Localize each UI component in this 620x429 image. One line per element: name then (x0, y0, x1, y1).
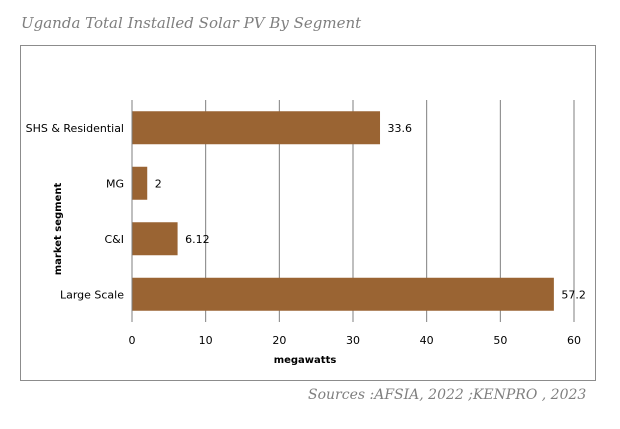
category-label: MG (106, 177, 124, 190)
x-tick-label: 60 (567, 334, 581, 347)
data-label: 2 (155, 177, 162, 190)
chart-title: Uganda Total Installed Solar PV By Segme… (21, 14, 362, 32)
category-label: C&I (104, 233, 124, 246)
source-note: Sources :AFSIA, 2022 ;KENPRO , 2023 (308, 387, 587, 403)
category-label: SHS & Residential (26, 122, 124, 135)
category-label: Large Scale (60, 288, 124, 301)
x-tick-labels: 0 10 20 30 40 50 60 (129, 334, 582, 347)
x-tick-label: 30 (346, 334, 360, 347)
y-axis-label: market segment (53, 183, 64, 276)
x-tick-label: 50 (493, 334, 507, 347)
bar (132, 111, 381, 145)
bars (132, 111, 554, 311)
data-label: 6.12 (185, 233, 210, 246)
bar (132, 166, 148, 200)
x-tick-label: 40 (420, 334, 434, 347)
bar (132, 222, 178, 256)
data-labels: 33.6 2 6.12 57.2 (155, 122, 586, 302)
x-tick-label: 10 (199, 334, 213, 347)
data-label: 33.6 (388, 122, 413, 135)
x-tick-label: 0 (129, 334, 136, 347)
category-labels: SHS & Residential MG C&I Large Scale (26, 122, 125, 302)
x-tick-label: 20 (272, 334, 286, 347)
x-axis-label: megawatts (274, 355, 337, 366)
data-label: 57.2 (561, 288, 586, 301)
bar (132, 277, 554, 311)
